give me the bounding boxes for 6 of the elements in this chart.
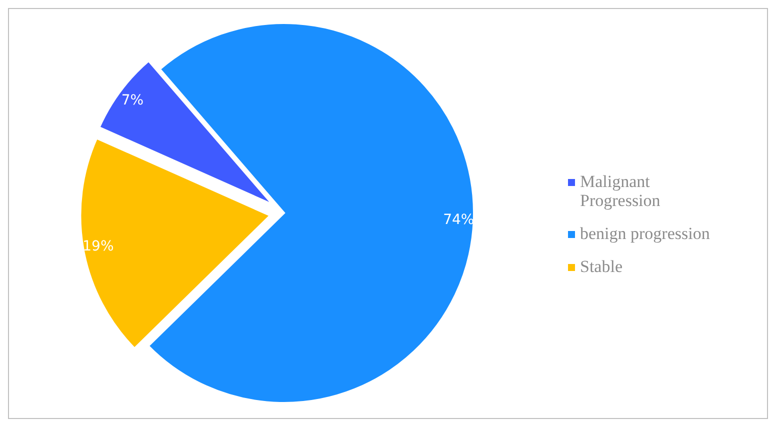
legend-label: Malignant Progression — [580, 172, 661, 210]
legend-label: Stable — [580, 256, 622, 276]
data-label: 19% — [82, 238, 114, 254]
data-label: 7% — [121, 92, 144, 108]
legend-label: benign progression — [580, 224, 710, 243]
data-label: 74% — [443, 212, 474, 228]
